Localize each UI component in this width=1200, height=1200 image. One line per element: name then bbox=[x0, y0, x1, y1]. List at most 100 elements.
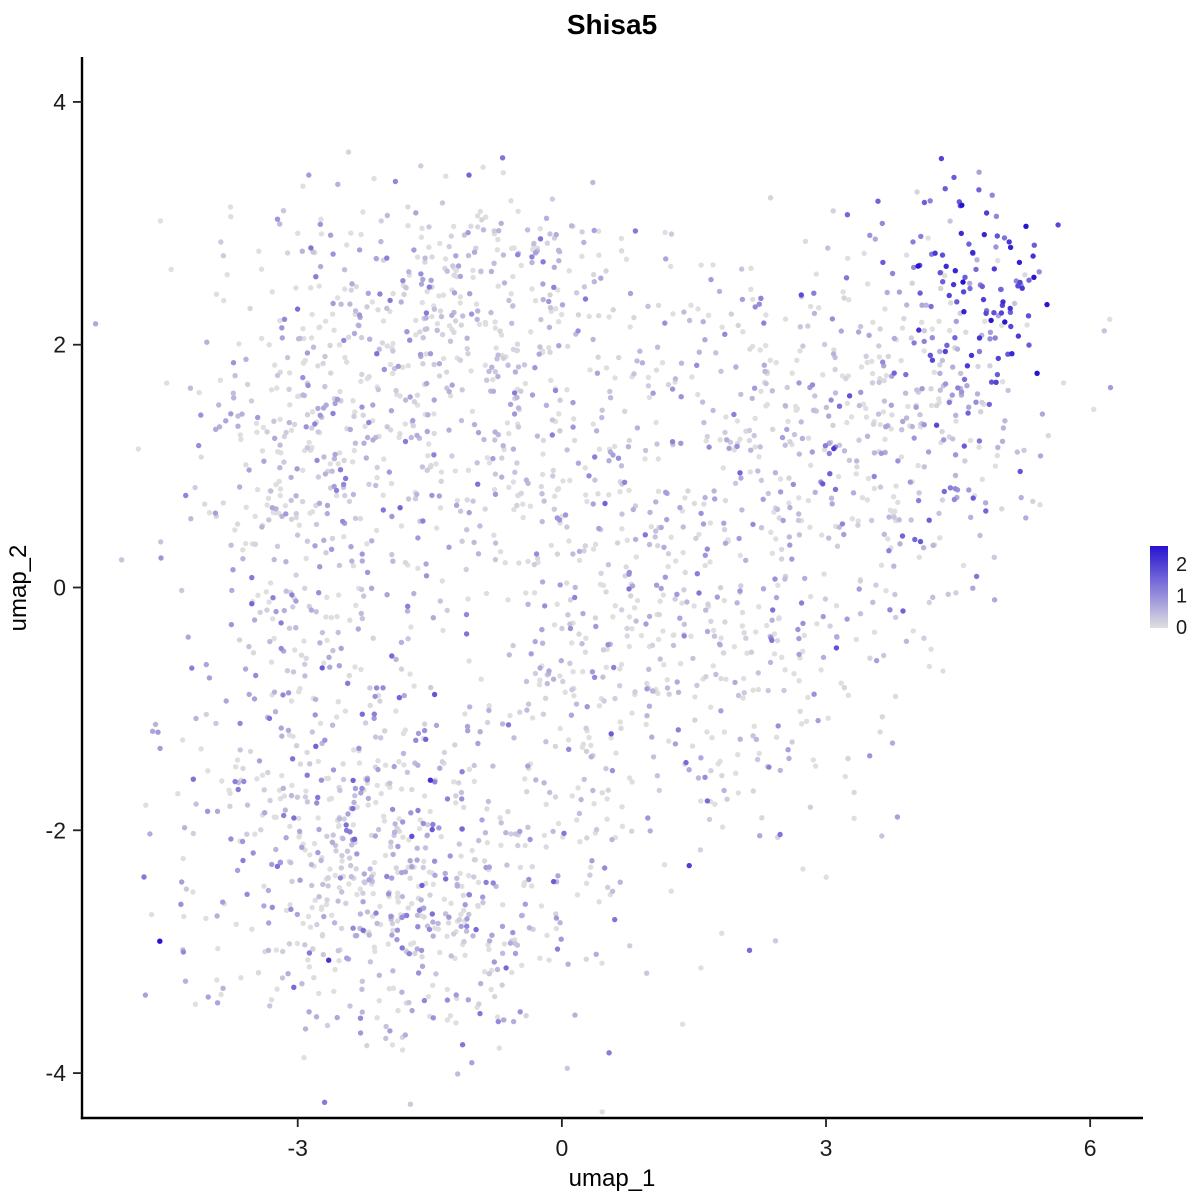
data-point bbox=[417, 351, 424, 358]
data-point bbox=[407, 671, 413, 677]
data-point bbox=[346, 672, 352, 679]
data-point bbox=[289, 782, 295, 789]
data-point bbox=[712, 801, 718, 807]
data-point bbox=[897, 541, 903, 547]
data-point bbox=[356, 745, 362, 751]
data-point bbox=[327, 342, 333, 349]
data-point bbox=[880, 359, 886, 365]
data-point bbox=[606, 1050, 612, 1056]
data-point bbox=[328, 546, 335, 552]
data-point bbox=[453, 268, 459, 274]
data-point bbox=[704, 628, 711, 635]
data-point bbox=[426, 284, 432, 290]
data-point bbox=[414, 491, 420, 497]
data-point bbox=[459, 769, 465, 775]
data-point bbox=[203, 661, 209, 668]
data-point bbox=[352, 515, 359, 522]
data-point bbox=[350, 925, 356, 931]
data-point bbox=[854, 464, 860, 470]
data-point bbox=[423, 351, 429, 357]
data-point bbox=[885, 353, 891, 360]
data-point bbox=[825, 245, 831, 251]
data-point bbox=[627, 943, 633, 949]
data-point bbox=[336, 450, 343, 456]
data-point bbox=[769, 388, 775, 394]
data-point bbox=[240, 556, 246, 562]
data-point bbox=[348, 544, 354, 550]
data-point bbox=[737, 736, 743, 742]
data-point bbox=[841, 685, 848, 691]
data-point bbox=[183, 886, 190, 892]
data-point bbox=[220, 899, 226, 905]
data-point bbox=[482, 830, 489, 836]
data-point bbox=[286, 941, 293, 947]
data-point bbox=[781, 687, 787, 694]
data-point bbox=[359, 551, 365, 557]
data-point bbox=[957, 370, 964, 377]
data-point bbox=[507, 940, 514, 946]
data-point bbox=[249, 601, 255, 607]
data-point bbox=[965, 410, 971, 416]
data-point bbox=[724, 796, 730, 802]
data-point bbox=[250, 650, 257, 656]
data-point bbox=[482, 362, 488, 368]
data-point bbox=[593, 428, 600, 434]
data-point bbox=[1002, 418, 1008, 424]
data-point bbox=[311, 975, 317, 981]
data-point bbox=[619, 823, 626, 829]
data-point bbox=[466, 872, 472, 879]
data-point bbox=[281, 812, 287, 819]
data-point bbox=[393, 387, 399, 394]
data-point bbox=[841, 531, 847, 538]
data-point bbox=[1000, 425, 1007, 431]
data-point bbox=[596, 703, 603, 709]
data-point bbox=[188, 516, 194, 522]
data-point bbox=[1026, 277, 1032, 283]
data-point bbox=[347, 617, 353, 623]
data-point bbox=[420, 864, 426, 871]
data-point bbox=[557, 582, 563, 588]
data-point bbox=[850, 490, 857, 496]
data-point bbox=[260, 424, 267, 431]
data-point bbox=[430, 1015, 436, 1021]
data-point bbox=[373, 685, 380, 691]
data-point bbox=[691, 500, 698, 507]
data-point bbox=[757, 444, 763, 450]
data-point bbox=[1021, 447, 1027, 453]
data-point bbox=[283, 559, 289, 565]
data-point bbox=[738, 475, 744, 481]
data-point bbox=[353, 283, 359, 290]
data-point bbox=[599, 407, 605, 413]
data-point bbox=[405, 636, 411, 642]
data-point bbox=[444, 997, 451, 1003]
data-point bbox=[427, 808, 433, 815]
data-point bbox=[293, 514, 299, 521]
data-point bbox=[452, 955, 458, 962]
data-point bbox=[430, 881, 436, 887]
data-point bbox=[417, 817, 423, 823]
data-point bbox=[751, 385, 758, 391]
data-point bbox=[442, 911, 449, 917]
data-point bbox=[590, 787, 596, 794]
data-point bbox=[366, 877, 372, 883]
data-point bbox=[954, 346, 961, 352]
data-point bbox=[375, 758, 381, 764]
data-point bbox=[571, 416, 577, 422]
data-point bbox=[492, 471, 499, 477]
data-point bbox=[655, 456, 661, 462]
data-point bbox=[516, 560, 522, 566]
data-point bbox=[618, 248, 625, 254]
data-point bbox=[976, 444, 982, 450]
data-point bbox=[492, 993, 498, 1000]
data-point bbox=[688, 302, 694, 308]
data-point bbox=[420, 518, 426, 524]
data-point bbox=[157, 938, 163, 944]
data-point bbox=[515, 208, 521, 214]
data-point bbox=[367, 336, 373, 342]
data-point bbox=[838, 680, 844, 686]
data-point bbox=[603, 589, 609, 595]
data-point bbox=[283, 588, 289, 594]
data-point bbox=[638, 632, 645, 639]
data-point bbox=[424, 822, 431, 828]
